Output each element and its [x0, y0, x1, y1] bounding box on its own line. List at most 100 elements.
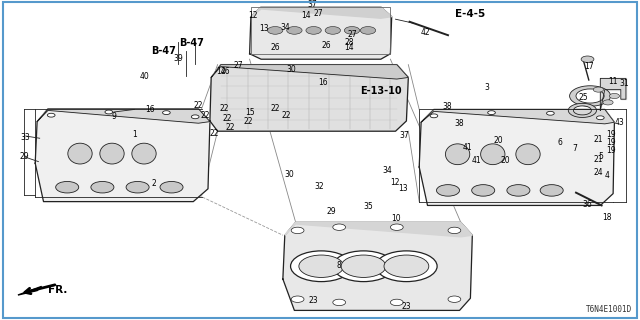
Text: 20: 20: [500, 156, 511, 165]
Text: 22: 22: [223, 114, 232, 123]
Circle shape: [384, 255, 429, 277]
Text: 29: 29: [19, 152, 29, 161]
Circle shape: [287, 27, 302, 34]
Text: 18: 18: [602, 213, 611, 222]
Text: 19: 19: [606, 130, 616, 139]
Text: 41: 41: [462, 143, 472, 152]
Text: 17: 17: [584, 62, 594, 71]
Circle shape: [91, 181, 114, 193]
Ellipse shape: [516, 144, 540, 164]
Circle shape: [268, 27, 283, 34]
Text: 12: 12: [390, 178, 399, 187]
Polygon shape: [251, 7, 392, 18]
Text: 27: 27: [314, 9, 324, 18]
Text: 42: 42: [420, 28, 431, 37]
Ellipse shape: [445, 144, 470, 164]
Text: 38: 38: [454, 119, 465, 128]
Text: 4: 4: [604, 172, 609, 180]
Text: 7: 7: [572, 144, 577, 153]
Text: 36: 36: [582, 200, 593, 209]
Text: E-13-10: E-13-10: [360, 86, 402, 96]
Circle shape: [47, 113, 55, 117]
Text: 41: 41: [472, 156, 482, 165]
Text: 27: 27: [233, 61, 243, 70]
Ellipse shape: [132, 143, 156, 164]
Text: 35: 35: [363, 202, 373, 211]
Polygon shape: [210, 65, 408, 131]
Text: 25: 25: [579, 93, 589, 102]
Circle shape: [341, 255, 386, 277]
Text: 24: 24: [593, 168, 604, 177]
Text: 13: 13: [259, 24, 269, 33]
Text: 11: 11: [608, 77, 617, 86]
Circle shape: [448, 296, 461, 302]
Text: 26: 26: [220, 67, 230, 76]
Circle shape: [596, 116, 604, 120]
Text: 9: 9: [111, 112, 116, 121]
Ellipse shape: [68, 143, 92, 164]
Circle shape: [291, 227, 304, 234]
Text: 23: 23: [308, 296, 319, 305]
Text: 32: 32: [314, 182, 324, 191]
Circle shape: [126, 181, 149, 193]
Circle shape: [306, 27, 321, 34]
Text: 5: 5: [598, 152, 603, 161]
Circle shape: [390, 299, 403, 306]
Text: 30: 30: [284, 170, 294, 179]
Circle shape: [160, 181, 183, 193]
Text: 26: 26: [321, 41, 332, 50]
Text: 16: 16: [145, 105, 156, 114]
Polygon shape: [250, 7, 392, 59]
Text: 21: 21: [594, 135, 603, 144]
Text: 39: 39: [173, 54, 183, 63]
Text: 22: 22: [244, 117, 253, 126]
Text: FR.: FR.: [48, 284, 67, 295]
Circle shape: [609, 93, 620, 99]
Text: 20: 20: [493, 136, 503, 145]
Text: 22: 22: [200, 111, 209, 120]
Text: T6N4E1001D: T6N4E1001D: [586, 305, 632, 314]
Text: 22: 22: [194, 101, 203, 110]
Polygon shape: [35, 109, 210, 202]
Text: 3: 3: [484, 84, 489, 92]
Text: 34: 34: [280, 23, 290, 32]
Text: 22: 22: [282, 111, 291, 120]
Text: 19: 19: [606, 146, 616, 155]
Text: 31: 31: [619, 79, 629, 88]
Circle shape: [540, 185, 563, 196]
Text: 1: 1: [132, 130, 137, 139]
Circle shape: [291, 251, 352, 282]
Circle shape: [163, 111, 170, 115]
Polygon shape: [37, 109, 210, 123]
Text: 37: 37: [307, 0, 317, 9]
Text: 2: 2: [151, 180, 156, 188]
Text: 6: 6: [557, 138, 563, 147]
Polygon shape: [421, 109, 614, 124]
Text: 22: 22: [271, 104, 280, 113]
Circle shape: [488, 111, 495, 115]
Text: 22: 22: [210, 129, 219, 138]
Circle shape: [360, 27, 376, 34]
Text: 43: 43: [614, 118, 625, 127]
Text: 23: 23: [401, 302, 412, 311]
Circle shape: [507, 185, 530, 196]
Text: 14: 14: [301, 11, 311, 20]
Polygon shape: [211, 65, 408, 79]
Text: 8: 8: [337, 261, 342, 270]
Polygon shape: [600, 78, 626, 110]
Polygon shape: [419, 109, 614, 205]
Text: 22: 22: [226, 124, 235, 132]
Circle shape: [299, 255, 344, 277]
Circle shape: [291, 296, 304, 302]
Circle shape: [547, 111, 554, 115]
Circle shape: [344, 27, 360, 34]
Ellipse shape: [100, 143, 124, 164]
Text: 27: 27: [347, 30, 357, 39]
Polygon shape: [285, 222, 472, 237]
Text: 38: 38: [442, 102, 452, 111]
Circle shape: [603, 100, 613, 105]
Text: 40: 40: [139, 72, 149, 81]
Text: 28: 28: [344, 38, 353, 47]
Text: 13: 13: [398, 184, 408, 193]
Text: 29: 29: [326, 207, 337, 216]
